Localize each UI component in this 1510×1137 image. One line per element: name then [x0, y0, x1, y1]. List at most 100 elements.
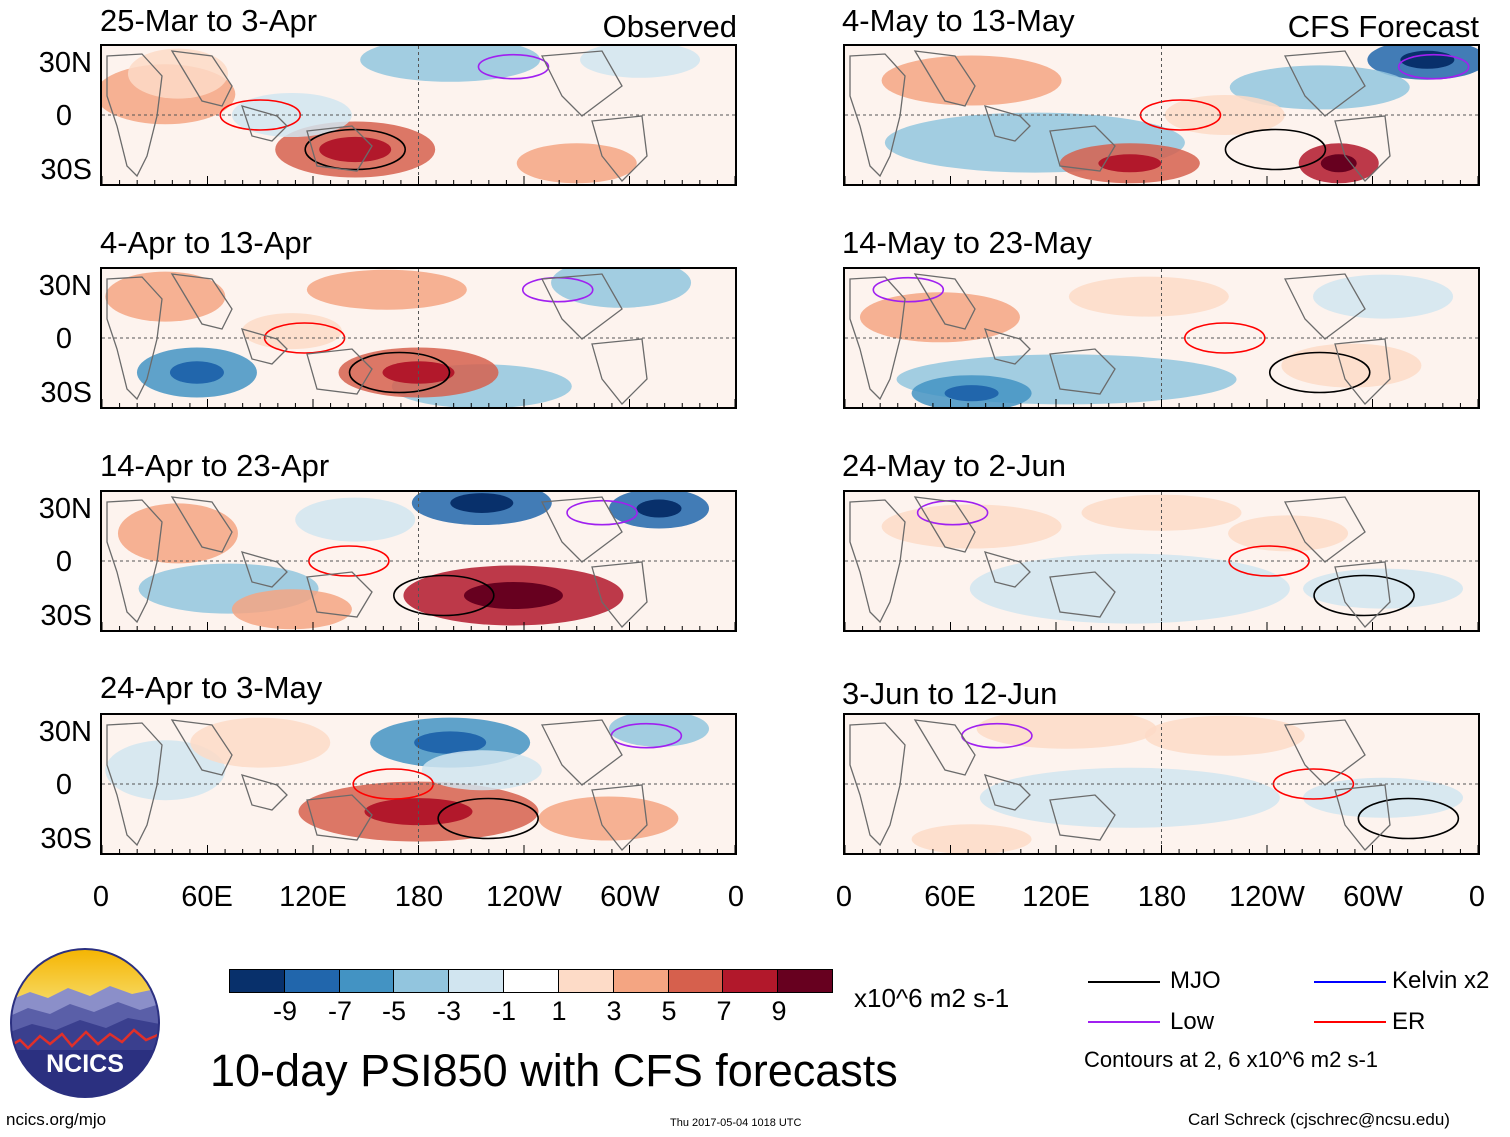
colorbar-cell — [230, 970, 285, 992]
anomaly-blob — [1303, 568, 1464, 609]
coastline — [1334, 338, 1391, 405]
coastline — [106, 276, 163, 401]
contour-line — [1224, 128, 1327, 171]
panel-title-obs-4: 24-Apr to 3-May — [100, 670, 323, 705]
coastline — [1049, 794, 1116, 841]
map-svg — [102, 492, 735, 630]
legend-line-low — [1088, 1021, 1160, 1023]
contour-line — [348, 351, 451, 394]
map-svg — [102, 715, 735, 853]
anomaly-core — [944, 385, 999, 402]
colorbar-tick: -9 — [272, 996, 297, 1026]
contour-line — [477, 53, 550, 80]
lat-label: 30N — [38, 716, 92, 748]
map-fc-3 — [843, 490, 1480, 632]
coastline — [983, 551, 1031, 588]
anomaly-blob — [859, 292, 1020, 343]
footer-author: Carl Schreck (cjschrec@ncsu.edu) — [1188, 1110, 1450, 1129]
anomaly-blob — [231, 589, 352, 630]
contour-line — [916, 499, 989, 526]
anomaly-blob — [1313, 274, 1454, 319]
lon-label-right: 0 — [835, 881, 853, 913]
anomaly-core — [463, 582, 563, 609]
colorbar-cell — [613, 970, 669, 992]
legend-line-er — [1314, 1021, 1386, 1023]
coastline — [849, 499, 906, 624]
anomaly-blob — [1281, 343, 1422, 388]
coastline — [106, 53, 163, 178]
legend-line-mjo — [1088, 981, 1160, 983]
lat-label: 30S — [40, 600, 92, 632]
colorbar-tick: 7 — [716, 996, 732, 1026]
colorbar-tick: -7 — [327, 996, 352, 1026]
ncics-logo: NCICS — [10, 948, 160, 1098]
contour-line — [1357, 797, 1460, 840]
logo-text: NCICS — [46, 1050, 124, 1078]
coastline — [170, 273, 233, 330]
coastline — [1049, 348, 1116, 395]
coastline — [1049, 125, 1116, 172]
contour-line — [872, 276, 945, 303]
coastline — [170, 496, 233, 553]
coastline — [849, 276, 906, 401]
footer-url[interactable]: ncics.org/mjo — [6, 1110, 107, 1129]
lon-label-left: 120E — [279, 881, 347, 913]
anomaly-blob — [241, 313, 342, 350]
anomaly-blob — [911, 824, 1032, 853]
lat-label: 30N — [38, 493, 92, 525]
coastline — [106, 722, 163, 847]
coastline — [591, 561, 648, 628]
coastline — [170, 50, 233, 107]
panel-title-fc-1: 4-May to 13-May — [842, 3, 1075, 38]
colorbar-cell — [778, 970, 832, 992]
lat-label: 0 — [55, 323, 72, 355]
coastline — [170, 719, 233, 776]
lat-label: 30N — [38, 47, 92, 79]
lon-label-right: 120W — [1229, 881, 1305, 913]
coastline — [306, 794, 373, 841]
coastline — [540, 273, 623, 340]
map-obs-1 — [100, 44, 737, 186]
anomaly-core — [636, 499, 682, 518]
anomaly-core — [1400, 50, 1455, 69]
legend-label-low: Low — [1170, 1008, 1215, 1035]
panel-title-fc-2: 14-May to 23-May — [842, 225, 1092, 260]
anomaly-blob — [551, 269, 692, 308]
coastline — [1334, 115, 1391, 182]
anomaly-blob — [105, 740, 226, 801]
colorbar-cell — [284, 970, 340, 992]
coastline — [1334, 784, 1391, 851]
coastline — [983, 774, 1031, 811]
map-fc-2 — [843, 267, 1480, 409]
lat-label: 30S — [40, 154, 92, 186]
anomaly-blob — [127, 48, 228, 99]
anomaly-core — [450, 493, 514, 513]
coastline — [1049, 571, 1116, 618]
map-obs-2 — [100, 267, 737, 409]
colorbar-cell — [723, 970, 779, 992]
contour-line — [393, 574, 495, 617]
contour-line — [1183, 322, 1266, 354]
lon-label-right: 0 — [1468, 881, 1486, 913]
colorbar-tick: 3 — [606, 996, 622, 1026]
panel-title-fc-4: 3-Jun to 12-Jun — [842, 676, 1058, 711]
lon-label-left: 60E — [181, 881, 233, 913]
contour-line — [437, 797, 539, 840]
anomaly-core — [319, 136, 392, 163]
lat-label: 30N — [38, 270, 92, 302]
column-label-observed: Observed — [602, 9, 737, 44]
footer-timestamp: Thu 2017-05-04 1018 UTC — [670, 1117, 802, 1129]
coastline — [306, 348, 373, 395]
colorbar-cell — [668, 970, 724, 992]
map-svg — [845, 46, 1478, 184]
colorbar-tick: -5 — [381, 996, 406, 1026]
anomaly-blob — [105, 271, 226, 322]
anomaly-blob — [421, 750, 542, 791]
colorbar-tick: -3 — [436, 996, 461, 1026]
colorbar-tick: 1 — [551, 996, 567, 1026]
colorbar-cell — [394, 970, 450, 992]
coastline — [106, 499, 163, 624]
anomaly-blob — [295, 497, 416, 542]
panel-title-fc-3: 24-May to 2-Jun — [842, 448, 1066, 483]
lon-label-left: 0 — [727, 881, 745, 913]
